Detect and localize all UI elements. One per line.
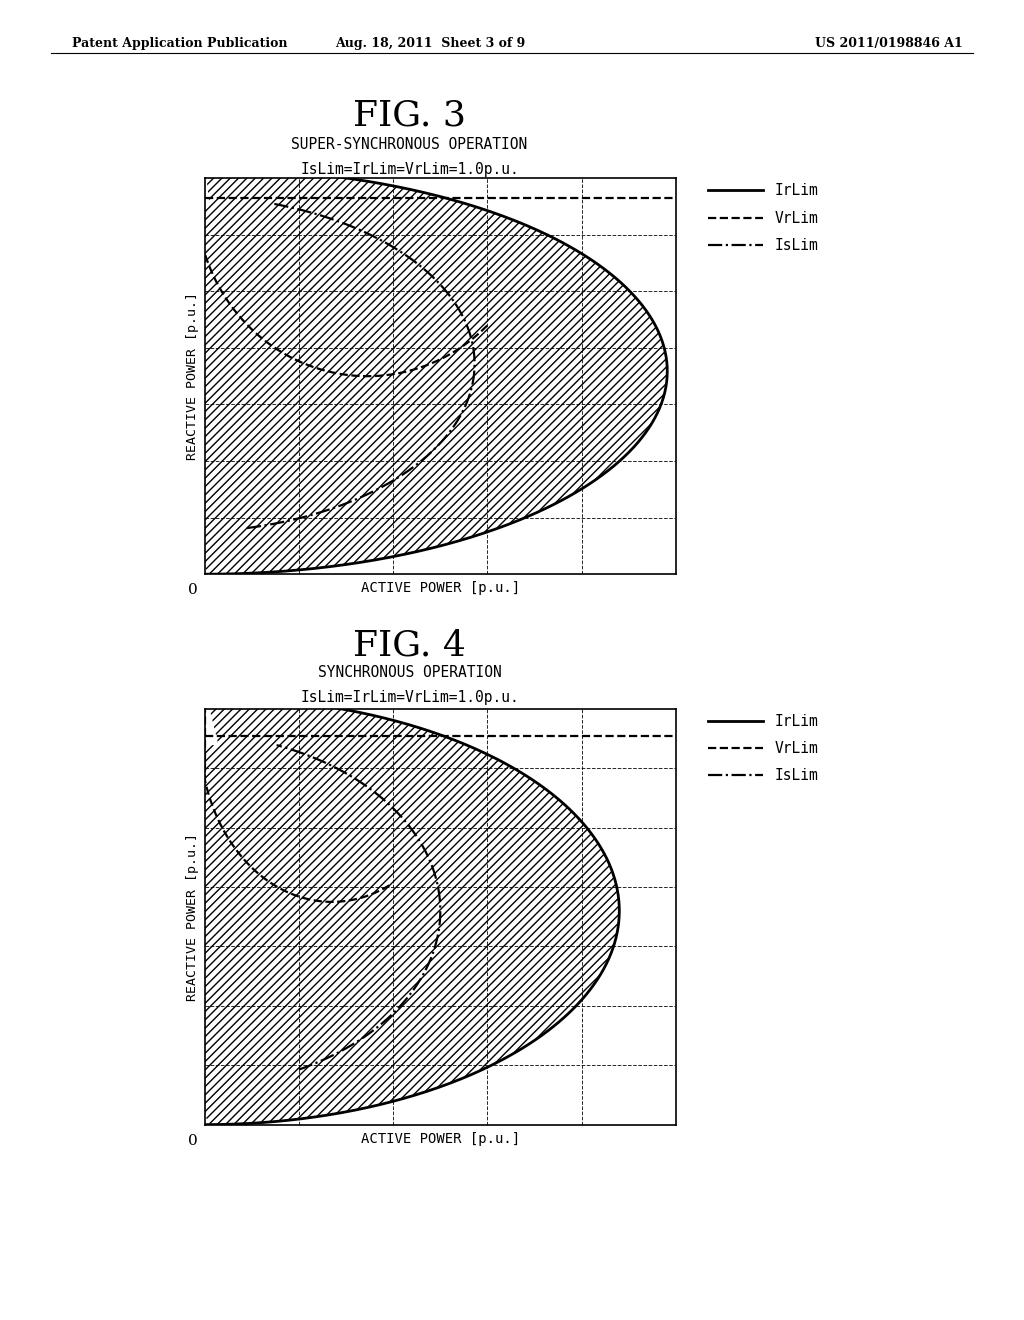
X-axis label: ACTIVE POWER [p.u.]: ACTIVE POWER [p.u.] (360, 1131, 520, 1146)
Text: FIG. 4: FIG. 4 (353, 628, 466, 663)
Legend: IrLim, VrLim, IsLim: IrLim, VrLim, IsLim (702, 708, 824, 789)
Text: 0: 0 (187, 583, 198, 598)
Legend: IrLim, VrLim, IsLim: IrLim, VrLim, IsLim (702, 178, 824, 259)
Text: Aug. 18, 2011  Sheet 3 of 9: Aug. 18, 2011 Sheet 3 of 9 (335, 37, 525, 50)
Text: SUPER-SYNCHRONOUS OPERATION: SUPER-SYNCHRONOUS OPERATION (292, 137, 527, 152)
Text: Patent Application Publication: Patent Application Publication (72, 37, 287, 50)
Text: IsLim=IrLim=VrLim=1.0p.u.: IsLim=IrLim=VrLim=1.0p.u. (300, 162, 519, 177)
Text: IsLim=IrLim=VrLim=1.0p.u.: IsLim=IrLim=VrLim=1.0p.u. (300, 690, 519, 705)
Text: 0: 0 (187, 1134, 198, 1148)
Y-axis label: REACTIVE POWER [p.u.]: REACTIVE POWER [p.u.] (186, 833, 200, 1001)
Text: US 2011/0198846 A1: US 2011/0198846 A1 (815, 37, 963, 50)
X-axis label: ACTIVE POWER [p.u.]: ACTIVE POWER [p.u.] (360, 581, 520, 595)
Y-axis label: REACTIVE POWER [p.u.]: REACTIVE POWER [p.u.] (186, 292, 200, 461)
Text: SYNCHRONOUS OPERATION: SYNCHRONOUS OPERATION (317, 665, 502, 680)
Text: FIG. 3: FIG. 3 (353, 99, 466, 133)
